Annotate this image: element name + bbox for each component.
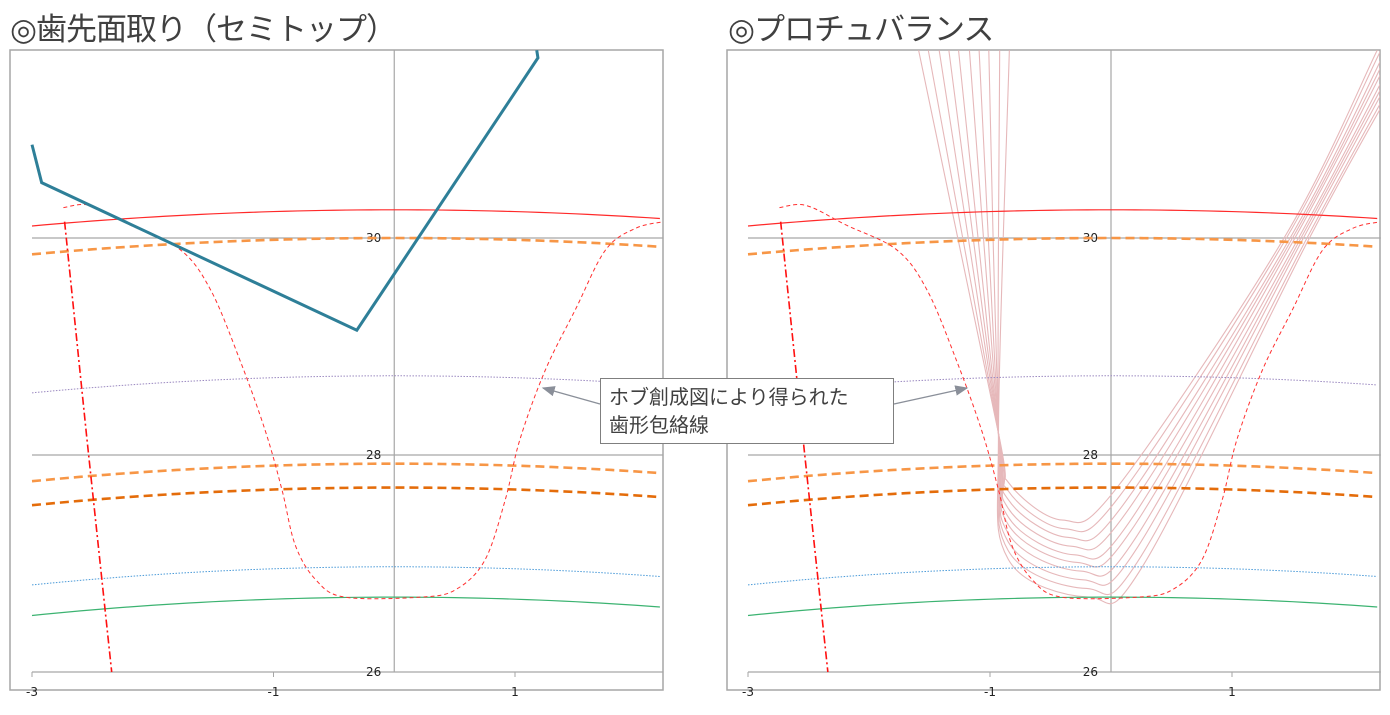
circle-tip_circle (31, 209, 660, 227)
circle-tip_circle (747, 209, 1378, 227)
callout-line-1: ホブ創成図により得られた (609, 385, 849, 409)
x-tick-label--3: -3 (26, 685, 38, 699)
x-tick-label--1: -1 (268, 685, 280, 699)
circle-circle_c (31, 566, 660, 586)
circle-circle_b (31, 486, 660, 507)
y-tick-label-28: 28 (1083, 448, 1098, 462)
hob-envelope-curve-4 (948, 50, 1380, 551)
tooth-center-line (63, 221, 113, 673)
hob-envelope-curve-5 (957, 50, 1380, 560)
circle-root_circle (31, 596, 660, 617)
circle-circle_b (747, 486, 1378, 507)
callout-box: ホブ創成図により得られた 歯形包絡線 (600, 378, 894, 444)
chart-title-protuberance: ◎プロチュバランス (728, 12, 994, 48)
circle-circle_a (747, 462, 1378, 483)
circle-circle_c (747, 566, 1378, 586)
circle-circle_a (31, 462, 660, 483)
series-group (747, 50, 1380, 673)
circle-pitch_circle (31, 236, 660, 256)
circle-root_circle (747, 596, 1378, 617)
x-tick-label--1: -1 (984, 685, 996, 699)
circle-pitch_circle (747, 236, 1378, 256)
y-tick-label-26: 26 (1083, 665, 1098, 679)
chart-title-semitop: ◎歯先面取り（セミトップ） (10, 12, 397, 48)
series-group (30, 50, 663, 673)
hob-envelope-curve-6 (968, 50, 1380, 568)
hob-envelope-curve-2 (927, 50, 1380, 533)
hob-envelope-curve-9 (997, 50, 1380, 596)
x-tick-label-1: 1 (511, 685, 519, 699)
callout-arrow-left (541, 386, 601, 405)
x-tick-label--3: -3 (742, 685, 754, 699)
hob-envelope-curve-3 (938, 50, 1380, 542)
semitop-hob-profile (30, 50, 540, 333)
y-tick-label-26: 26 (366, 665, 381, 679)
hob-envelope-curve-10 (996, 50, 1380, 605)
plot-frame (9, 49, 664, 691)
callout-line-2: 歯形包絡線 (609, 413, 709, 437)
hob-envelope-curve-1 (918, 50, 1378, 524)
hob-envelope-curve-7 (978, 50, 1380, 577)
plot-frame (726, 49, 1381, 691)
callout-arrow-right (893, 385, 969, 405)
tooth-profile-curve (779, 204, 1380, 600)
hob-envelope-curve-8 (988, 50, 1380, 586)
tooth-profile-curve (63, 204, 663, 600)
x-tick-label-1: 1 (1228, 685, 1236, 699)
y-tick-label-28: 28 (366, 448, 381, 462)
